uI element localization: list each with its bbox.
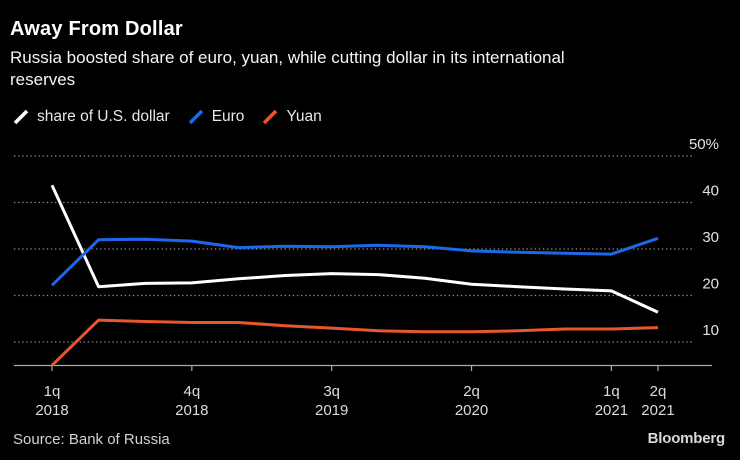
y-axis-label: 50% (689, 136, 719, 153)
x-tick-label-year: 2021 (595, 402, 628, 419)
x-tick-label-quarter: 2q (463, 383, 480, 400)
x-tick-label-year: 2021 (641, 402, 674, 419)
legend-item-euro: Euro (187, 108, 245, 126)
chart-subtitle-line2: reserves (10, 70, 76, 89)
y-axis-label: 10 (702, 322, 719, 339)
series-line-euro (50, 236, 659, 287)
y-axis-label: 40 (702, 183, 719, 200)
x-tick-label-year: 2018 (175, 402, 208, 419)
x-tick-label-year: 2018 (35, 402, 68, 419)
chart-subtitle-line1: Russia boosted share of euro, yuan, whil… (10, 48, 565, 67)
legend-label-yuan: Yuan (286, 108, 322, 125)
x-tick-label-quarter: 3q (323, 383, 340, 400)
y-axis-label: 20 (702, 276, 719, 293)
legend-item-yuan: Yuan (261, 108, 322, 126)
y-axis-label: 30 (702, 229, 719, 246)
x-tick-label-year: 2019 (315, 402, 348, 419)
source-note: Source: Bank of Russia (13, 431, 170, 448)
usd-series-slash-icon (13, 109, 29, 125)
legend-label-euro: Euro (211, 108, 245, 125)
bloomberg-logo: Bloomberg (647, 430, 726, 447)
chart-subtitle: Russia boosted share of euro, yuan, whil… (10, 47, 565, 91)
legend-label-usd: share of U.S. dollar (37, 108, 170, 125)
euro-series-slash-icon (188, 109, 203, 125)
x-tick-label-year: 2020 (455, 402, 488, 419)
x-tick-label-quarter: 1q (603, 383, 620, 400)
legend-item-usd: share of U.S. dollar (12, 108, 170, 126)
yuan-series-slash-icon (263, 109, 278, 125)
series-line-share-of-u-s-dollar (50, 184, 659, 314)
series-line-yuan (50, 318, 659, 367)
x-tick-label-quarter: 4q (184, 383, 201, 400)
chart-title: Away From Dollar (10, 18, 183, 40)
x-tick-label-quarter: 1q (44, 383, 61, 400)
x-tick-label-quarter: 2q (650, 383, 667, 400)
chart-legend: share of U.S. dollar Euro Yuan (12, 108, 322, 126)
